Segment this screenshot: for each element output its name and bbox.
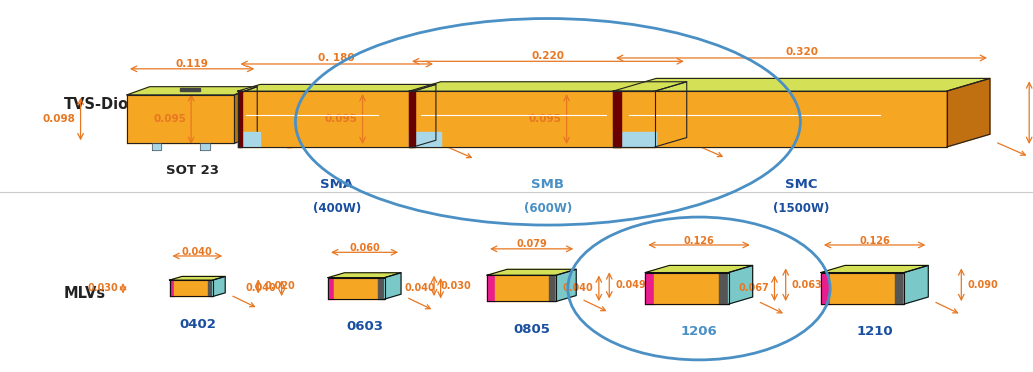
Polygon shape [728, 266, 753, 304]
Text: 0.030: 0.030 [440, 281, 471, 291]
Text: 0.040: 0.040 [246, 283, 277, 293]
Polygon shape [904, 266, 929, 304]
Polygon shape [488, 269, 576, 275]
Text: 0603: 0603 [346, 320, 383, 333]
Text: 0.040: 0.040 [182, 247, 213, 257]
Polygon shape [328, 278, 335, 299]
Text: 0.220: 0.220 [531, 51, 564, 61]
Text: 0.020: 0.020 [264, 282, 295, 291]
Text: 0402: 0402 [179, 318, 216, 331]
Text: (1500W): (1500W) [774, 202, 829, 215]
Polygon shape [213, 276, 225, 296]
Polygon shape [947, 78, 990, 147]
Text: MLVs: MLVs [64, 286, 106, 301]
Polygon shape [655, 273, 719, 304]
Text: 0.126: 0.126 [859, 235, 890, 246]
Text: 0.098: 0.098 [42, 114, 75, 124]
Text: SMA: SMA [320, 178, 353, 190]
Polygon shape [127, 87, 257, 95]
Text: SMB: SMB [531, 178, 564, 190]
Polygon shape [328, 273, 401, 278]
Polygon shape [335, 278, 378, 299]
Polygon shape [175, 280, 208, 296]
Polygon shape [821, 273, 831, 304]
Polygon shape [549, 275, 556, 301]
Polygon shape [238, 84, 436, 91]
Text: 0.095: 0.095 [324, 114, 357, 124]
Polygon shape [895, 273, 904, 304]
Polygon shape [152, 143, 161, 150]
Polygon shape [614, 132, 656, 147]
Polygon shape [831, 273, 895, 304]
Polygon shape [821, 266, 929, 273]
Text: 0.079: 0.079 [516, 240, 547, 249]
Polygon shape [614, 78, 990, 91]
Text: (400W): (400W) [313, 202, 361, 215]
Text: 0.126: 0.126 [684, 235, 715, 246]
Polygon shape [180, 88, 200, 91]
Polygon shape [719, 273, 728, 304]
Polygon shape [409, 91, 415, 147]
Polygon shape [409, 91, 655, 147]
Text: 0.150: 0.150 [732, 109, 765, 119]
Text: 0.063: 0.063 [792, 280, 822, 290]
Polygon shape [169, 276, 225, 280]
Polygon shape [614, 91, 621, 147]
Text: (600W): (600W) [524, 202, 572, 215]
Polygon shape [413, 84, 436, 147]
Polygon shape [127, 95, 234, 143]
Polygon shape [646, 266, 753, 273]
Polygon shape [409, 132, 441, 147]
Polygon shape [409, 82, 687, 91]
Polygon shape [495, 275, 549, 301]
Text: 0.060: 0.060 [349, 243, 380, 253]
Polygon shape [238, 91, 242, 147]
Polygon shape [655, 82, 687, 147]
Text: 0.030: 0.030 [87, 283, 118, 293]
Polygon shape [646, 273, 655, 304]
Text: 1210: 1210 [856, 326, 893, 339]
Text: 1206: 1206 [681, 326, 717, 339]
Text: 0805: 0805 [513, 323, 551, 336]
Text: 0.040: 0.040 [563, 283, 594, 293]
Polygon shape [238, 132, 260, 147]
Polygon shape [556, 269, 576, 301]
Polygon shape [238, 91, 413, 147]
Text: SOT 23: SOT 23 [165, 164, 219, 177]
Text: TVS-Diodes: TVS-Diodes [64, 97, 158, 112]
Polygon shape [488, 275, 495, 301]
Polygon shape [614, 91, 947, 147]
Text: 0.095: 0.095 [153, 114, 186, 124]
Text: 0.090: 0.090 [968, 280, 998, 290]
Text: 0.120: 0.120 [481, 111, 514, 121]
Text: 0.040: 0.040 [405, 283, 436, 293]
Polygon shape [378, 278, 384, 299]
Text: 0.067: 0.067 [739, 283, 770, 293]
Polygon shape [208, 280, 213, 296]
Polygon shape [200, 143, 210, 150]
Text: 0. 180: 0. 180 [318, 54, 355, 63]
Text: SMC: SMC [785, 178, 818, 190]
Text: 0.095: 0.095 [529, 114, 562, 124]
Polygon shape [169, 280, 175, 296]
Text: 0.119: 0.119 [176, 59, 209, 68]
Polygon shape [234, 87, 257, 143]
Polygon shape [384, 273, 401, 299]
Text: 0.049: 0.049 [616, 280, 647, 291]
Text: 0.320: 0.320 [785, 47, 818, 57]
